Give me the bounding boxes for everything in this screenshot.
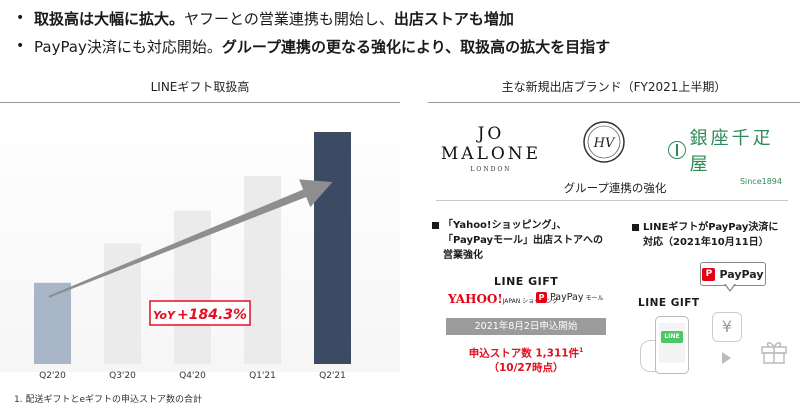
yahoo-shopping-logo: YAHOO!JAPAN ショッピング — [448, 292, 558, 306]
brand-jo-malone-name: JO MALONE — [440, 124, 542, 164]
smartphone-icon: LINE — [655, 316, 689, 374]
square-bullet-icon — [432, 221, 439, 229]
point2-line1: LINEギフトがPayPay決済に — [643, 222, 779, 233]
line-gift-logo: LINE GIFT — [494, 275, 559, 288]
x-tick-label: Q2'20 — [39, 371, 66, 381]
bullet-marker: • — [16, 38, 25, 54]
square-bullet-icon — [632, 223, 639, 231]
application-start-date: 2021年8月2日申込開始 — [446, 318, 606, 335]
x-tick-label: Q2'21 — [319, 371, 346, 381]
brand-hv-emblem-icon: HV — [583, 121, 625, 163]
brand-ginza-senbikiya-logo: 銀座千疋屋 Since1894 — [668, 124, 792, 186]
line-gift-logo-2: LINE GIFT — [638, 297, 700, 309]
bubble-tail-inner — [725, 283, 735, 290]
bullet-1-bold: 取扱高は大幅に拡大。 — [34, 9, 185, 28]
bullet-1: • 取扱高は大幅に拡大。 ヤフーとの営業連携も開始し、 出店ストアも増加 — [16, 4, 786, 32]
yoy-prefix: YoY — [153, 309, 176, 322]
chart-section-divider — [0, 102, 400, 103]
arrow-right-icon — [722, 352, 731, 364]
group-synergy-divider — [436, 200, 788, 201]
point-paypay-payment: LINEギフトがPayPay決済に 対応（2021年10月11日） — [632, 220, 797, 250]
gift-box-icon — [761, 342, 787, 364]
phone-screen — [659, 323, 685, 363]
bullet-1-normal: ヤフーとの営業連携も開始し、 — [184, 9, 394, 28]
paypay-bubble-label: PayPay — [719, 267, 764, 281]
ginza-mark-icon — [668, 141, 686, 159]
chart-section-title: LINEギフト取扱高 — [150, 80, 250, 94]
store-count-value: 申込ストア数 1,311件 — [468, 347, 580, 360]
bullet-2-normal: PayPay決済にも対応開始。 — [34, 37, 222, 56]
yahoo-logo-sub: JAPAN ショッピング — [502, 298, 559, 305]
paypay-icon: P — [536, 292, 547, 303]
bullet-marker: • — [16, 10, 25, 26]
yoy-annotation: YoY +184.3% — [149, 300, 251, 326]
point1-line1: 「Yahoo!ショッピング」、 — [443, 220, 567, 231]
x-tick-label: Q3'20 — [109, 371, 136, 381]
headline-bullets: • 取扱高は大幅に拡大。 ヤフーとの営業連携も開始し、 出店ストアも増加 • P… — [16, 4, 786, 60]
point-yahoo-sales: 「Yahoo!ショッピング」、 「PayPayモール」出店ストアへの 営業強化 — [432, 218, 622, 263]
group-synergy-title: グループ連携の強化 — [563, 181, 667, 195]
growth-arrow — [48, 179, 333, 298]
bullet-1-bold-end: 出店ストアも増加 — [393, 9, 514, 28]
yahoo-logo-main: YAHOO! — [448, 292, 503, 306]
brand-jo-malone-logo: JO MALONE LONDON — [436, 124, 546, 173]
brands-section-divider — [428, 102, 800, 103]
bullet-2-bold: グループ連携の更なる強化により、取扱高の拡大を目指す — [221, 37, 611, 56]
brands-section-title: 主な新規出店ブランド（FY2021上半期） — [501, 80, 727, 94]
paypay-mall-logo: P PayPay モール — [536, 292, 604, 303]
store-count-date: （10/27時点） — [488, 361, 564, 374]
line-app-icon: LINE — [661, 331, 683, 343]
point1-line3: 営業強化 — [443, 250, 483, 261]
point1-line2: 「PayPayモール」出店ストアへの — [443, 235, 604, 246]
brand-ginza-sub: Since1894 — [739, 177, 782, 186]
yen-coin-icon: ¥ — [712, 312, 742, 342]
brand-hv-mark: HV — [593, 136, 616, 151]
yoy-value: +184.3% — [177, 307, 247, 323]
footnote: 1. 配送ギフトとeギフトの申込ストア数の合計 — [14, 395, 202, 405]
paypay-mall-sub: モール — [585, 295, 604, 302]
x-tick-label: Q4'20 — [179, 371, 206, 381]
gmv-bar-chart: Q2'20 Q3'20 Q4'20 Q1'21 Q2'21 YoY +184.3% — [34, 132, 351, 381]
store-count: 申込ストア数 1,311件1 （10/27時点） — [446, 344, 606, 375]
svg-text:YoY+184.3%: YoY +184.3% — [153, 307, 247, 323]
point2-line2: 対応（2021年10月11日） — [643, 237, 769, 248]
brand-ginza-name: 銀座千疋屋 — [689, 128, 774, 175]
x-tick-label: Q1'21 — [249, 371, 276, 381]
bullet-2: • PayPay決済にも対応開始。 グループ連携の更なる強化により、取扱高の拡大… — [16, 32, 786, 60]
paypay-icon: P — [702, 267, 716, 281]
brand-jo-malone-sub: LONDON — [470, 166, 512, 173]
bar-Q2'21 — [314, 132, 351, 364]
paypay-mall-main: PayPay — [550, 292, 584, 303]
store-count-footnote-ref: 1 — [579, 347, 584, 354]
